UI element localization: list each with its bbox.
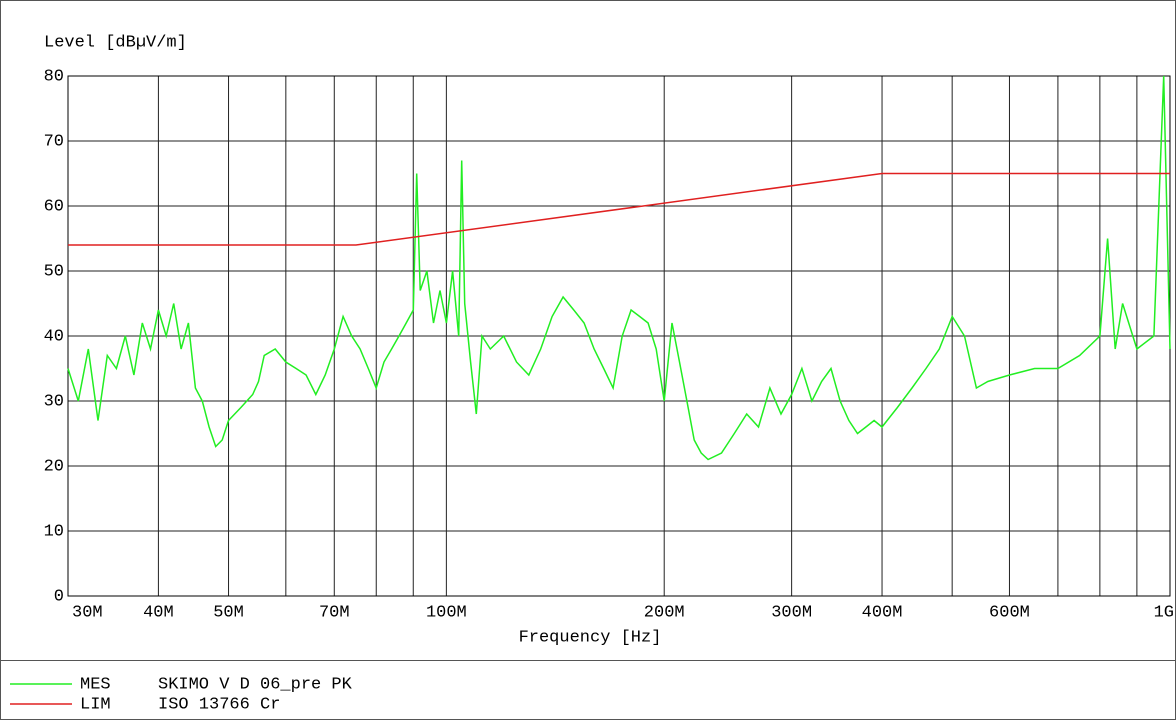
y-tick-label: 40 [44,327,64,346]
x-tick-label: 40M [143,603,174,622]
x-tick-label: 1G [1154,603,1174,622]
x-tick-label: 70M [319,603,350,622]
x-tick-label: 50M [213,603,244,622]
legend-description: SKIMO V D 06_pre PK [158,675,353,694]
legend-name: MES [80,675,111,694]
series-line [68,172,1170,246]
y-tick-label: 50 [44,262,64,281]
legend-description: ISO 13766 Cr [158,695,280,714]
series-line [67,75,1171,461]
y-tick-label: 20 [44,457,64,476]
x-tick-label: 200M [644,603,685,622]
x-axis-label: Frequency [Hz] [519,628,662,647]
x-tick-label: 300M [771,603,812,622]
y-axis-label: Level [dBµV/m] [44,33,187,52]
x-tick-label: 100M [426,603,467,622]
y-tick-label: 60 [44,197,64,216]
y-tick-label: 70 [44,132,64,151]
x-tick-label: 30M [72,603,103,622]
y-tick-label: 0 [54,587,64,606]
x-tick-label: 600M [989,603,1030,622]
legend-name: LIM [80,695,111,714]
y-tick-label: 30 [44,392,64,411]
y-tick-label: 80 [44,67,64,86]
x-tick-label: 400M [862,603,903,622]
y-tick-label: 10 [44,522,64,541]
